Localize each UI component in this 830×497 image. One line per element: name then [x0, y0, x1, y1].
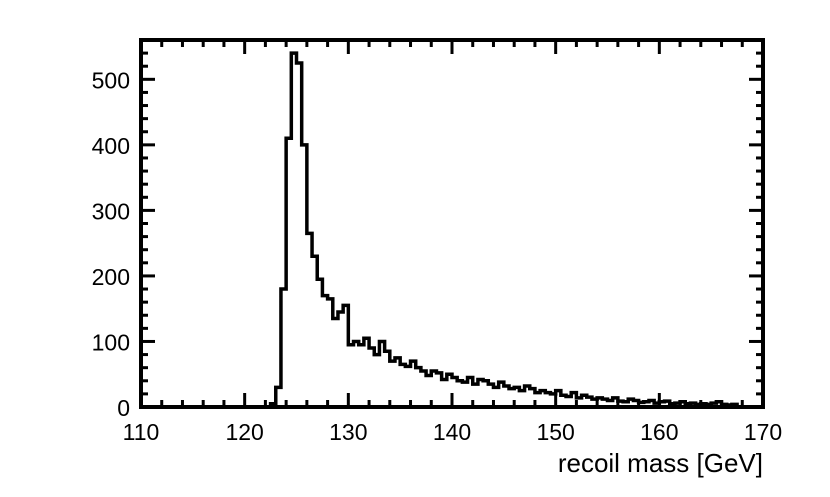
axis-ticks: [139, 38, 765, 409]
y-tick-label: 500: [92, 67, 130, 93]
histogram-series-line: [141, 51, 763, 409]
x-tick-label: 110: [123, 419, 160, 445]
plot-frame: [139, 38, 765, 409]
x-tick-label: 140: [433, 419, 471, 445]
y-tick-label: 400: [92, 133, 130, 159]
y-tick-label: 0: [117, 395, 130, 421]
x-tick-label: 130: [329, 419, 367, 445]
y-tick-label: 100: [92, 329, 130, 355]
tick-labels: 110 120 130 140 150 160 170 0 100 200 300 400 500: [92, 67, 783, 445]
x-tick-label: 120: [225, 419, 263, 445]
y-tick-label: 300: [92, 198, 130, 224]
x-tick-label: 160: [640, 419, 678, 445]
x-tick-label: 170: [744, 419, 782, 445]
x-axis-title: recoil mass [GeV]: [558, 448, 763, 478]
x-tick-label: 150: [536, 419, 574, 445]
y-tick-label: 200: [92, 264, 130, 290]
